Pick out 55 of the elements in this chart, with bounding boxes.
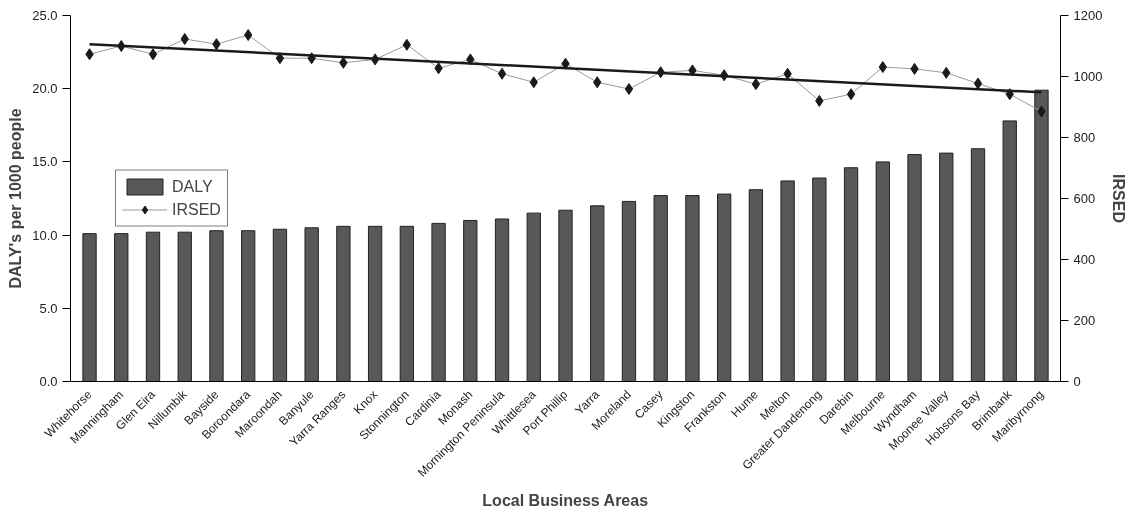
bar [145,231,161,382]
y2-tick-label: 1200 [1073,8,1103,23]
y-tick-label: 20.0 [32,81,58,97]
bar [685,195,700,382]
y-axis-title: DALY's per 1000 people [7,108,25,289]
y-tick-label: 10.0 [32,227,58,243]
bar [494,218,510,382]
bar [590,205,605,382]
bar [399,225,415,382]
y2-tick-label: 0 [1073,374,1081,389]
bar [526,212,541,382]
bar [272,228,288,382]
bar [367,225,383,382]
y2-tick-label: 1000 [1073,69,1103,84]
point [148,48,158,61]
bar [209,230,224,382]
y-tick-label: 5.0 [39,300,58,316]
y-tick-label: 0.0 [39,374,58,389]
y2-tick-label: 600 [1073,191,1096,206]
y2-tick-label: 200 [1073,313,1096,328]
y-tick-label: 15.0 [32,154,58,170]
bar [875,161,890,382]
point [846,88,856,101]
point [402,38,412,51]
bar [621,200,637,382]
y2-axis-title: IRSED [1110,174,1128,223]
bar [82,233,97,382]
legend-label: IRSED [172,200,221,219]
y2-tick-label: 400 [1073,252,1096,267]
bar [336,225,351,382]
point [275,52,285,65]
legend-label: DALY [172,177,213,196]
y2-tick-label: 800 [1073,130,1096,145]
point [497,67,507,80]
bar [907,154,922,382]
bar [843,167,859,382]
bar [431,222,446,382]
point [624,83,634,95]
bar [748,189,764,382]
bar [939,152,954,382]
y-tick-label: 25.0 [32,8,58,23]
x-axis-title: Local Business Areas [482,492,649,510]
bar [812,177,827,382]
bar [653,195,668,382]
bar [241,230,256,382]
bar [304,227,319,382]
point [751,78,761,91]
bar [1002,120,1017,382]
bar [780,180,795,382]
bar [177,231,192,382]
bar [716,193,732,382]
bar [463,219,478,382]
bar [558,209,573,382]
bar [114,233,129,382]
bar [970,148,986,382]
